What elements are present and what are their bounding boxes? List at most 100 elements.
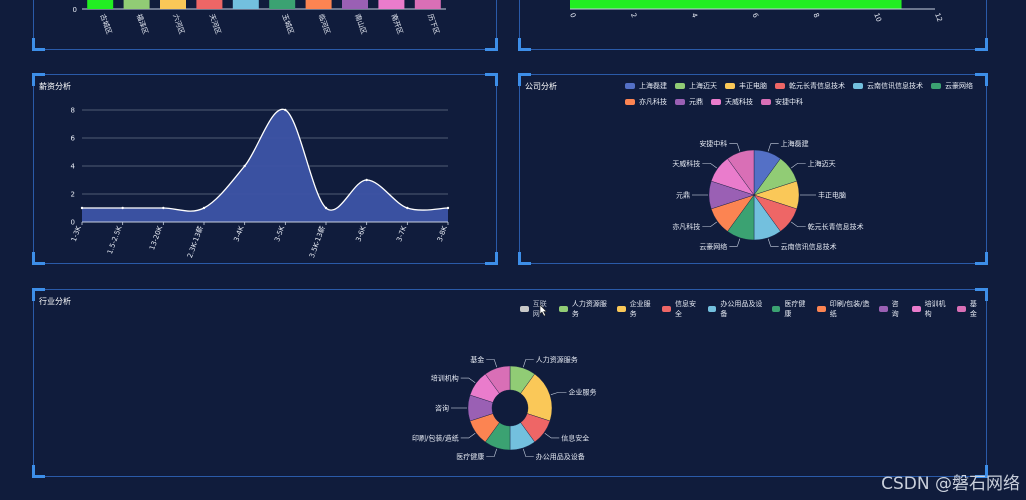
- legend-swatch: [853, 83, 863, 89]
- legend-item[interactable]: 人力资源服务: [559, 299, 609, 319]
- label-line: [767, 238, 779, 247]
- legend-item[interactable]: 办公用品及设备: [707, 299, 764, 319]
- legend-item[interactable]: 亦凡科技: [625, 97, 667, 107]
- legend-item[interactable]: 企业服务: [616, 299, 654, 319]
- legend-item[interactable]: 乾元长青信息技术: [775, 81, 845, 91]
- x-tick-label: 10: [872, 12, 883, 23]
- legend-label: 丰正电脑: [739, 82, 767, 90]
- y-tick-label: 0: [71, 219, 75, 227]
- district-panel: 0 古城区 福泽区 六河区 天河区 玉城区 临河区 南山区 南开区 历下区: [32, 0, 498, 51]
- legend-label: 信息安全: [675, 300, 697, 318]
- salary-chart: 0 2 4 6 8 1-3K 1.5-2.5K 13-20K 2.3K-13薪 3-4K 3-5K 3…: [70, 107, 450, 259]
- legend-label: 云豪网络: [945, 82, 973, 90]
- x-tick-label: 天河区: [208, 13, 223, 35]
- legend-swatch: [520, 306, 529, 312]
- pie-slice: [485, 365, 511, 394]
- data-point: [202, 206, 206, 210]
- legend-item[interactable]: 天威科技: [711, 97, 753, 107]
- legend-label: 培训机构: [924, 300, 946, 318]
- area-fill: [82, 109, 448, 222]
- bar: [232, 0, 259, 9]
- data-point: [162, 206, 165, 210]
- slice-label: 办公用品及设备: [536, 452, 585, 461]
- data-point: [324, 206, 328, 210]
- legend-item[interactable]: 丰正电脑: [725, 81, 767, 91]
- legend-item[interactable]: 云南信讯信息技术: [853, 81, 923, 91]
- legend-swatch: [707, 306, 717, 312]
- x-tick-label: 3.5K-13薪: [307, 225, 327, 259]
- legend-label: 互联网: [532, 300, 547, 318]
- company-panel: 公司分析 上海磊建 上海迈天 丰正电脑 乾元长青信息技术 云南信讯信息技术 云豪网络 亦凡科…: [518, 73, 988, 265]
- x-tick-label: 3-8K: [436, 225, 449, 243]
- legend-item[interactable]: 上海迈天: [675, 81, 717, 91]
- legend-swatch: [625, 99, 635, 105]
- label-line: [729, 143, 741, 152]
- slice-label: 天威科技: [672, 159, 700, 168]
- x-tick-label: 临河区: [317, 13, 333, 36]
- legend-item[interactable]: 安捷中科: [761, 97, 803, 107]
- legend-item[interactable]: 培训机构: [911, 299, 949, 319]
- legend-label: 上海迈天: [689, 82, 717, 90]
- label-line: [729, 238, 741, 247]
- x-tick-label: 12: [933, 12, 944, 23]
- legend-item[interactable]: 元鼎: [675, 97, 703, 107]
- slice-label: 印刷/包装/造纸: [412, 433, 459, 442]
- x-tick-label: 3-5K: [273, 225, 286, 243]
- bar: [269, 0, 296, 9]
- y-tick-label: 8: [71, 107, 75, 115]
- slice-label: 丰正电脑: [818, 191, 846, 200]
- slice-label: 人力资源服务: [536, 355, 578, 364]
- x-tick-label: 六河区: [171, 13, 187, 36]
- slice-label: 咨询: [435, 404, 449, 413]
- legend-swatch: [616, 306, 626, 312]
- bar: [342, 0, 368, 9]
- legend-swatch: [771, 306, 781, 312]
- legend-label: 云南信讯信息技术: [867, 82, 923, 90]
- y-tick-label: 0: [73, 6, 77, 14]
- x-tick-label: 1.5-2.5K: [106, 225, 124, 256]
- label-line: [460, 433, 476, 439]
- slice-label: 培训机构: [431, 374, 459, 383]
- label-line: [791, 162, 806, 169]
- legend-item[interactable]: 基金: [957, 299, 982, 319]
- label-line: [544, 433, 560, 439]
- legend-item[interactable]: 云豪网络: [931, 81, 973, 91]
- label-line: [702, 162, 717, 169]
- label-line: [523, 359, 534, 368]
- legend-swatch: [957, 306, 966, 312]
- x-tick-label: 福泽区: [135, 13, 151, 36]
- x-tick-label: 6: [751, 12, 760, 19]
- bar: [414, 0, 441, 9]
- hbar-chart: 0 2 4 6 8 10 12: [568, 0, 944, 23]
- slice-label: 企业服务: [569, 388, 597, 397]
- data-point: [121, 206, 124, 210]
- legend-label: 上海磊建: [639, 82, 667, 90]
- legend-item[interactable]: 咨询: [878, 299, 904, 319]
- slice-label: 亦凡科技: [672, 222, 700, 231]
- legend-label: 办公用品及设备: [720, 300, 763, 318]
- x-tick-label: 玉城区: [280, 13, 295, 35]
- x-tick-label: 2.3K-13薪: [185, 225, 205, 259]
- label-line: [791, 221, 806, 228]
- slice-label: 上海磊建: [781, 139, 809, 148]
- industry-legend[interactable]: 互联网 人力资源服务 企业服务 信息安全 办公用品及设备 医疗健康 印刷/包装/造纸 咨询 培训…: [520, 299, 990, 325]
- x-tick-label: 古城区: [98, 13, 114, 36]
- legend-item[interactable]: 医疗健康: [771, 299, 809, 319]
- company-legend[interactable]: 上海磊建 上海迈天 丰正电脑 乾元长青信息技术 云南信讯信息技术 云豪网络亦凡科技 元鼎 天威…: [625, 81, 985, 113]
- legend-swatch: [775, 83, 785, 89]
- legend-swatch: [625, 83, 635, 89]
- bar: [87, 0, 114, 9]
- legend-item[interactable]: 上海磊建: [625, 81, 667, 91]
- bar: [378, 0, 405, 9]
- data-point: [284, 108, 287, 112]
- x-tick-label: 2: [629, 12, 638, 19]
- legend-item[interactable]: 印刷/包装/造纸: [816, 299, 871, 319]
- pie-slice: [727, 149, 755, 196]
- legend-item[interactable]: 互联网: [520, 299, 551, 319]
- company-title: 公司分析: [525, 82, 557, 91]
- x-tick-label: 1-3K: [70, 225, 83, 243]
- data-point: [243, 164, 246, 168]
- industry-title: 行业分析: [39, 297, 71, 306]
- slice-label: 医疗健康: [456, 452, 484, 461]
- legend-item[interactable]: 信息安全: [662, 299, 699, 319]
